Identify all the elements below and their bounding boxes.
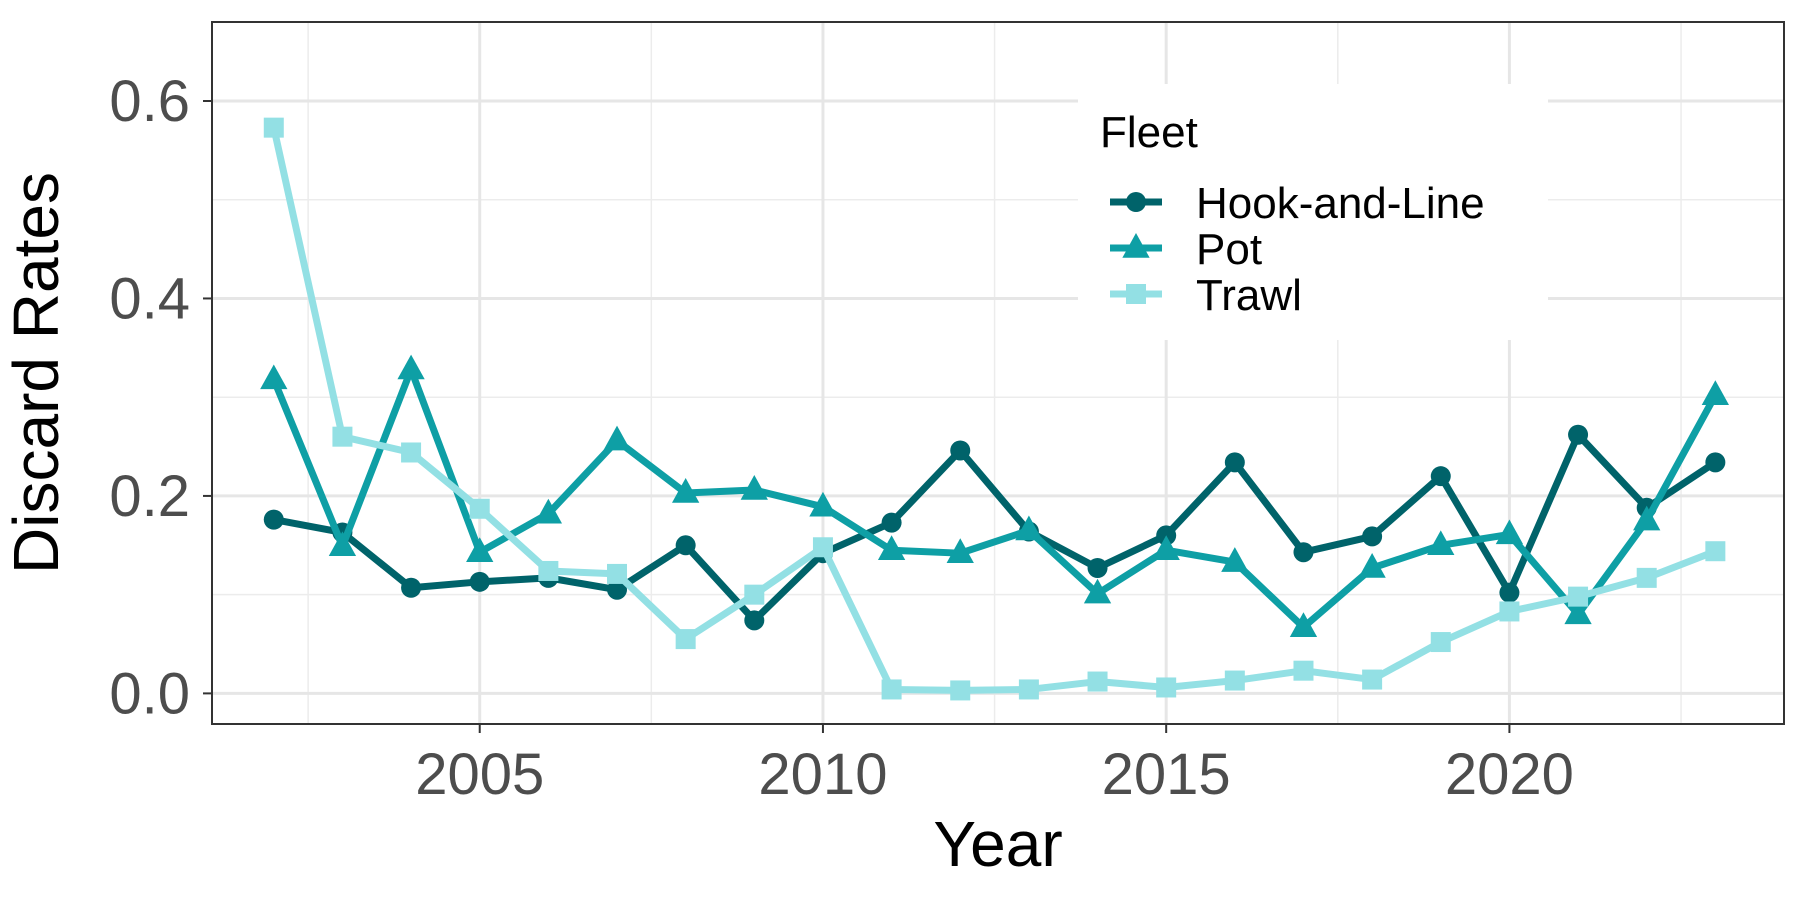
y-axis-title: Discard Rates xyxy=(0,172,72,574)
data-point-pot xyxy=(1221,547,1249,572)
data-point-trawl xyxy=(1293,660,1314,681)
data-point-hook-and-line xyxy=(744,610,765,631)
legend-label: Hook-and-Line xyxy=(1196,179,1485,228)
data-point-pot xyxy=(1564,599,1592,625)
data-point-hook-and-line xyxy=(1293,542,1314,563)
legend-item-pot: Pot xyxy=(1110,225,1262,274)
data-point-trawl xyxy=(1568,586,1589,607)
legend-label: Trawl xyxy=(1196,271,1302,320)
data-point-pot xyxy=(1152,535,1180,560)
data-point-trawl xyxy=(812,537,833,558)
data-point-trawl xyxy=(1362,669,1383,690)
data-point-pot xyxy=(260,364,288,390)
data-point-pot xyxy=(1358,553,1386,578)
data-point-hook-and-line xyxy=(1568,424,1589,445)
data-point-pot xyxy=(534,498,563,524)
data-point-trawl xyxy=(607,563,628,584)
data-point-trawl xyxy=(675,629,696,650)
data-point-trawl xyxy=(744,584,765,605)
data-point-hook-and-line xyxy=(675,535,696,556)
series-pot xyxy=(260,354,1730,637)
legend-key-marker xyxy=(1126,192,1146,212)
data-point-pot xyxy=(672,478,700,503)
data-point-hook-and-line xyxy=(1499,582,1520,603)
data-point-trawl xyxy=(1224,670,1245,691)
data-point-trawl xyxy=(950,680,971,701)
data-point-trawl xyxy=(1430,632,1451,653)
data-point-pot xyxy=(466,537,494,562)
data-point-pot xyxy=(1015,515,1043,541)
data-point-trawl xyxy=(263,117,284,138)
data-point-trawl xyxy=(1499,601,1520,622)
y-tick-label: 0.2 xyxy=(109,464,190,529)
data-point-pot xyxy=(1427,530,1455,556)
data-point-trawl xyxy=(332,426,353,447)
data-point-trawl xyxy=(401,442,422,463)
legend-key-marker xyxy=(1126,284,1146,304)
y-tick-label: 0.0 xyxy=(109,661,190,726)
x-tick-label: 2010 xyxy=(758,742,887,807)
series-trawl xyxy=(263,117,1726,701)
x-axis-title: Year xyxy=(933,808,1062,880)
data-point-pot xyxy=(946,538,974,563)
data-point-hook-and-line xyxy=(401,577,422,598)
data-point-pot xyxy=(740,475,768,500)
data-point-trawl xyxy=(1636,567,1657,588)
data-point-pot xyxy=(328,531,357,557)
series-line-hook-and-line xyxy=(270,431,1719,624)
legend-label: Pot xyxy=(1196,225,1262,274)
data-point-hook-and-line xyxy=(950,440,971,461)
data-point-trawl xyxy=(1156,677,1177,698)
legend-item-hook-and-line: Hook-and-Line xyxy=(1110,179,1485,228)
series-layer xyxy=(260,117,1730,701)
data-point-pot xyxy=(1083,578,1112,604)
data-point-trawl xyxy=(538,560,559,581)
data-point-pot xyxy=(603,425,631,451)
y-tick-label: 0.4 xyxy=(109,266,190,331)
data-point-hook-and-line xyxy=(881,512,902,533)
data-point-trawl xyxy=(881,679,902,700)
data-point-hook-and-line xyxy=(1224,452,1245,473)
data-point-pot xyxy=(1701,380,1730,405)
x-tick-label: 2005 xyxy=(415,742,544,807)
x-tick-label: 2015 xyxy=(1102,742,1231,807)
data-point-hook-and-line xyxy=(263,509,284,530)
legend-item-trawl: Trawl xyxy=(1110,271,1302,320)
data-point-trawl xyxy=(1087,671,1108,692)
series-line-trawl xyxy=(270,124,1719,694)
data-point-trawl xyxy=(1705,541,1726,562)
data-point-trawl xyxy=(1018,679,1039,700)
y-tick-label: 0.6 xyxy=(109,69,190,134)
data-point-pot xyxy=(1633,505,1661,531)
data-point-hook-and-line xyxy=(1430,466,1451,487)
data-point-hook-and-line xyxy=(607,579,628,600)
data-point-trawl xyxy=(469,498,490,519)
data-point-pot xyxy=(1495,519,1524,545)
plot-panel-border xyxy=(211,21,1785,725)
x-tick-label: 2020 xyxy=(1445,742,1574,807)
data-point-pot xyxy=(809,491,837,517)
data-point-hook-and-line xyxy=(1362,526,1383,547)
legend-title: Fleet xyxy=(1100,108,1198,157)
series-line-pot xyxy=(270,366,1719,631)
data-point-hook-and-line xyxy=(1705,452,1726,473)
data-point-pot xyxy=(1289,612,1318,637)
data-point-hook-and-line xyxy=(469,571,490,592)
data-point-pot xyxy=(877,535,906,560)
axes: 2005 2010 2015 2020 0.0 0.2 0.4 0.6 xyxy=(109,69,1574,807)
legend-key-marker xyxy=(1122,233,1150,258)
data-point-hook-and-line xyxy=(1087,558,1108,578)
data-point-pot xyxy=(397,354,425,380)
